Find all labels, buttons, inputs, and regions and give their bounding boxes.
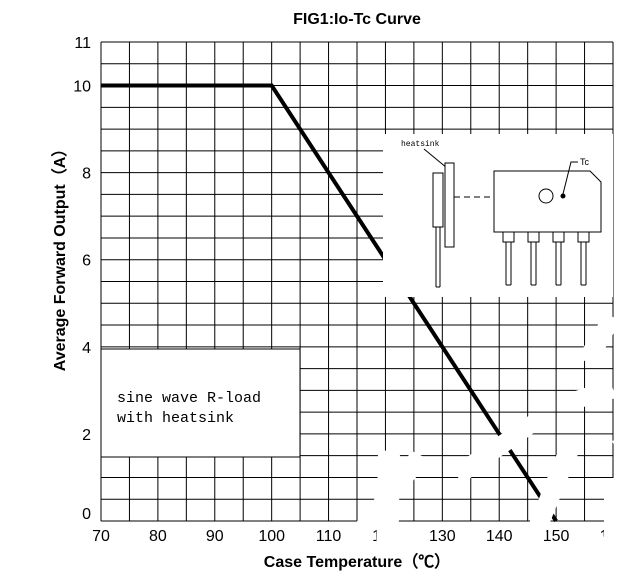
heatsink-leader-line [423,148,448,169]
series-layer [101,83,558,523]
y-axis-label: Average Forward Output（A） [51,141,69,372]
y-tick-label: 0 [82,506,91,523]
x-tick-label: 70 [92,528,110,545]
note-box-background [100,348,301,458]
bridge-rectifier-icon [493,170,602,286]
chart-title: FIG1:Io-Tc Curve [293,11,421,28]
note-box: sine wave R-load with heatsink [100,348,301,458]
watermark [318,312,641,571]
inset-tc-label: Tc [580,157,590,167]
x-axis-label: Case Temperature（℃） [264,553,450,571]
tc-point-icon [560,193,566,199]
x-tick-label: 80 [149,528,167,545]
x-tick-label: 140 [486,528,513,545]
x-tick-label: 110 [316,528,342,545]
y-tick-label: 2 [82,427,91,444]
x-tick-label: 90 [206,528,224,545]
y-tick-label: 6 [82,253,91,270]
x-tick-label: 100 [258,528,285,545]
y-tick-labels: 0 2 4 6 8 10 11 [73,35,91,523]
inset-heatsink-label: heatsink [401,140,440,149]
series-line [101,83,558,523]
heatsink-icon [432,162,455,288]
y-tick-label: 4 [82,340,91,357]
x-tick-label: 130 [429,528,456,545]
y-tick-label: 8 [82,166,91,183]
tc-leader-line [562,161,578,195]
note-line-1: sine wave R-load [117,390,261,407]
note-line-2: with heatsink [117,410,234,427]
inset-diagram: heatsink [383,134,613,297]
y-tick-label: 10 [73,79,91,96]
y-tick-label: 11 [74,35,91,52]
x-tick-label: 150 [543,528,570,545]
